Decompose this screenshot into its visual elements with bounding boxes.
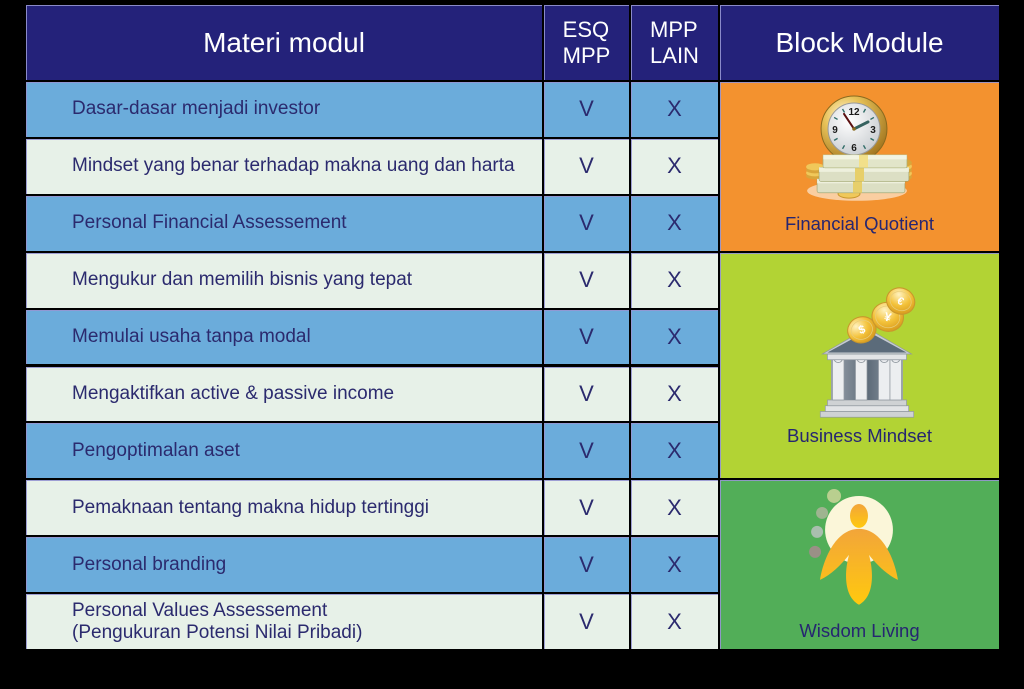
svg-text:3: 3 [870,125,876,136]
svg-text:12: 12 [848,107,860,118]
svg-text:6: 6 [851,143,857,154]
svg-text:9: 9 [832,125,838,136]
